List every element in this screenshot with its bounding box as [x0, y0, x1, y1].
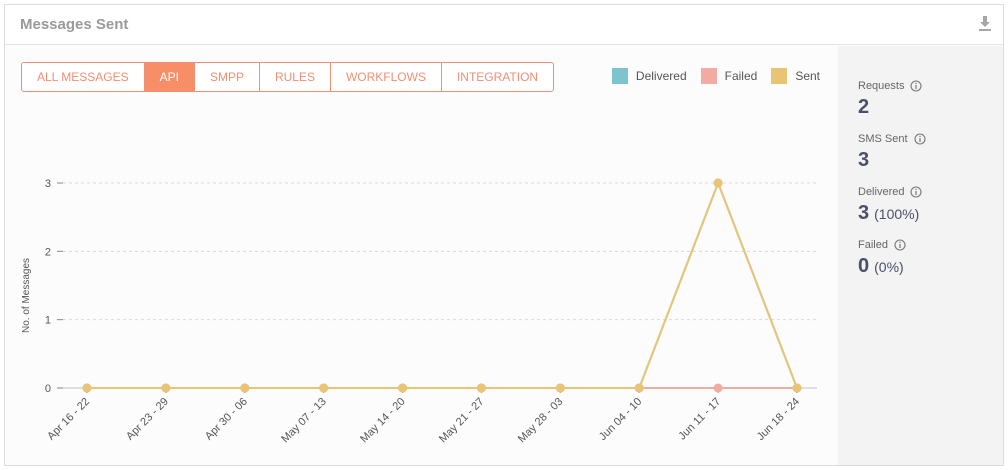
- x-tick-label: May 28 - 03: [516, 396, 566, 446]
- series-line-delivered: [87, 180, 798, 389]
- legend-swatch-delivered: [611, 68, 628, 84]
- y-tick-label: 0: [45, 383, 51, 395]
- tab-workflows[interactable]: WORKFLOWS: [331, 63, 442, 91]
- stat-value: 3: [858, 149, 870, 171]
- series-line-sent: [87, 180, 798, 389]
- x-tick-label: Jun 18 - 24: [755, 396, 802, 443]
- legend-label-sent: Sent: [795, 69, 820, 83]
- data-point-sent: [240, 383, 250, 393]
- stat-percent: (100%): [874, 206, 920, 222]
- y-axis-label: No. of Messages: [21, 258, 32, 333]
- tab-integration[interactable]: INTEGRATION: [456, 70, 539, 84]
- stats-list: Requests 2 SMS Sent 3 Delivered: [858, 80, 926, 292]
- legend-item-failed[interactable]: Failed: [700, 68, 758, 84]
- card-header: Messages Sent: [5, 5, 1003, 45]
- stat-label: Delivered: [858, 186, 905, 198]
- legend-swatch-sent: [771, 68, 788, 84]
- stat-value: 2: [858, 96, 870, 118]
- stat-percent: (0%): [874, 259, 904, 275]
- y-tick-label: 2: [45, 246, 51, 258]
- stat-delivered: Delivered 3 (100%): [858, 186, 926, 225]
- stat-failed: Failed 0 (0%): [858, 239, 926, 278]
- y-tick-label: 3: [45, 178, 51, 190]
- stat-label: Requests: [858, 80, 905, 92]
- x-tick-label: Jun 11 - 17: [676, 396, 723, 443]
- x-tick-label: May 14 - 20: [358, 396, 408, 446]
- data-point-sent: [319, 383, 329, 393]
- info-icon[interactable]: [913, 133, 926, 145]
- legend-label-failed: Failed: [724, 69, 758, 83]
- stat-sms-sent: SMS Sent 3: [858, 133, 926, 172]
- stats-panel: Requests 2 SMS Sent 3 Delivered: [838, 46, 1003, 465]
- data-point-sent: [476, 383, 486, 393]
- messages-sent-card: Messages Sent ALL MESSAGES API SMPP RULE…: [4, 4, 1004, 466]
- stat-value: 0: [858, 255, 870, 277]
- x-tick-label: Apr 16 - 22: [45, 396, 92, 443]
- y-tick-label: 1: [45, 315, 51, 327]
- legend-item-delivered[interactable]: Delivered: [611, 68, 687, 84]
- legend-swatch-failed: [700, 68, 717, 84]
- data-point-sent: [82, 383, 92, 393]
- x-tick-label: May 07 - 13: [279, 396, 329, 446]
- stat-requests: Requests 2: [858, 80, 926, 119]
- info-icon[interactable]: [894, 239, 906, 251]
- data-point-sent: [555, 383, 565, 393]
- stat-label: SMS Sent: [858, 133, 908, 145]
- data-point-sent: [161, 383, 171, 393]
- x-tick-label: Jun 04 - 10: [597, 396, 644, 443]
- data-point-sent: [398, 383, 408, 393]
- tab-rules[interactable]: RULES: [260, 63, 331, 91]
- chart-area: ALL MESSAGES API SMPP RULES WORKFLOWS IN…: [5, 46, 838, 465]
- download-icon[interactable]: [977, 15, 993, 33]
- tab-all-messages[interactable]: ALL MESSAGES: [22, 63, 145, 91]
- data-point-sent: [713, 178, 723, 188]
- stat-value: 3: [858, 202, 870, 224]
- x-tick-label: Apr 23 - 29: [124, 396, 171, 443]
- data-point-failed: [713, 383, 723, 393]
- legend-item-sent[interactable]: Sent: [771, 68, 820, 84]
- card-title: Messages Sent: [20, 16, 129, 33]
- tab-api[interactable]: API: [144, 63, 195, 91]
- stat-label: Failed: [858, 239, 888, 251]
- channel-tabs: ALL MESSAGES API SMPP RULES WORKFLOWS IN…: [21, 62, 555, 92]
- x-tick-label: May 21 - 27: [437, 396, 487, 446]
- tab-smpp[interactable]: SMPP: [195, 63, 260, 91]
- data-point-sent: [634, 383, 644, 393]
- x-tick-label: Apr 30 - 06: [203, 396, 250, 443]
- legend-label-delivered: Delivered: [635, 69, 687, 83]
- data-point-sent: [792, 383, 802, 393]
- chart-legend: Delivered Failed Sent: [598, 68, 820, 84]
- info-icon[interactable]: [910, 186, 923, 198]
- messages-line-chart: 0 1 2 3 No. of Messages Apr 16 - 22 Apr 23 - 2…: [21, 178, 817, 446]
- info-icon[interactable]: [910, 80, 923, 92]
